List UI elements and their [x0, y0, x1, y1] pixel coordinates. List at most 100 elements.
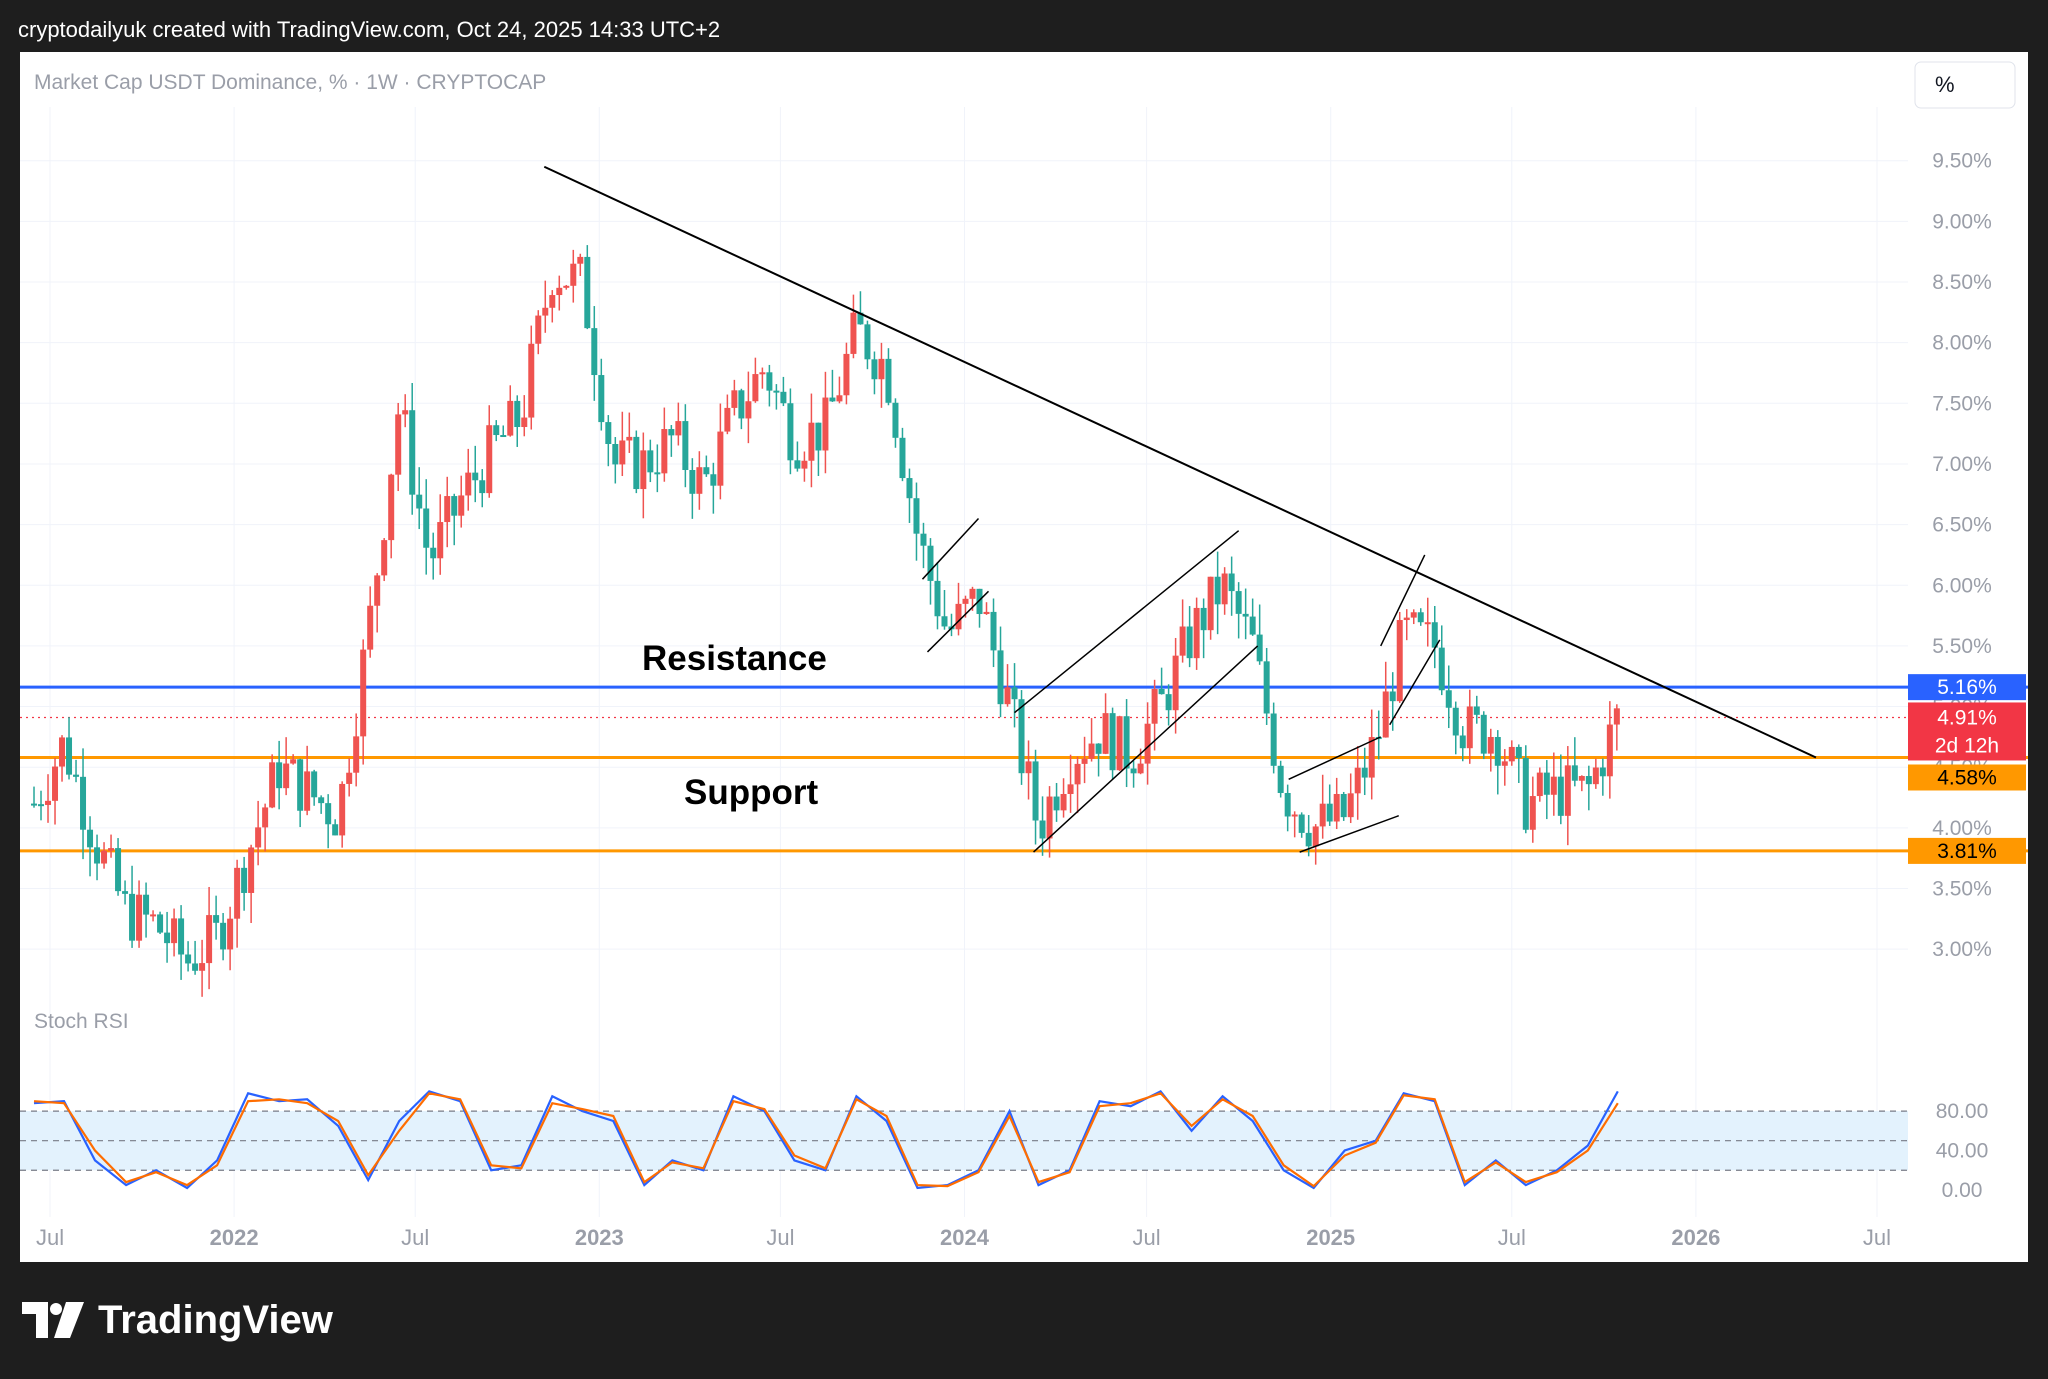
time-axis-tick: Jul [36, 1225, 64, 1250]
candle-body [626, 436, 633, 441]
candle-body [766, 372, 773, 391]
candle-body [1193, 607, 1200, 659]
candle [1494, 730, 1501, 795]
candle-body [703, 467, 710, 475]
candle [241, 856, 248, 911]
candle-body [717, 431, 724, 486]
candle [248, 844, 255, 924]
candle-body [1172, 655, 1179, 711]
candle [1361, 747, 1368, 796]
tradingview-logo-icon [22, 1302, 84, 1338]
candle-body [115, 848, 122, 892]
candle-body [675, 421, 682, 436]
candle [563, 284, 570, 290]
candle [675, 402, 682, 446]
candle-layer[interactable] [31, 245, 1620, 997]
candle-body [829, 397, 836, 402]
candle [1564, 746, 1571, 846]
candle-body [1557, 776, 1564, 816]
candle [1354, 746, 1361, 820]
candle [486, 405, 493, 498]
candle-body [1277, 765, 1284, 793]
candle [633, 430, 640, 494]
candle-body [745, 401, 752, 419]
candle-body [283, 763, 290, 789]
candle [325, 794, 332, 849]
candle [1326, 784, 1333, 826]
candle [423, 479, 430, 575]
time-axis-tick: 2024 [940, 1225, 990, 1250]
candle [1270, 702, 1277, 774]
candle [38, 790, 45, 821]
percent-scale-button[interactable] [1914, 61, 2016, 109]
candle-body [1487, 736, 1494, 754]
candle-body [619, 440, 626, 465]
support-price-badge [1908, 764, 2026, 791]
candle [1074, 756, 1081, 814]
lower-support-price-badge [1908, 837, 2026, 864]
stoch-k-line [33, 1090, 1619, 1190]
candle-body [815, 422, 822, 451]
tradingview-wordmark: TradingView [98, 1297, 333, 1342]
candle-body [332, 824, 339, 836]
resistance-price-badge [1908, 674, 2026, 701]
candle-body [920, 533, 927, 546]
candle [584, 245, 591, 330]
candle-body [570, 263, 577, 286]
percent-scale-label[interactable]: % [1935, 72, 1955, 97]
candle-body [1333, 793, 1340, 822]
candle [1382, 661, 1389, 738]
candle-body [969, 588, 976, 599]
price-axis-tick: 8.00% [1932, 332, 1992, 355]
candle-body [542, 307, 549, 316]
candle [493, 420, 500, 442]
price-axis-tick: 7.50% [1932, 392, 1992, 415]
candle [80, 748, 87, 860]
candle [1508, 740, 1515, 766]
candle [549, 290, 556, 323]
chart-svg[interactable]: 3.00%3.50%4.00%4.50%5.00%5.50%6.00%6.50%… [20, 52, 2028, 1262]
candle [528, 325, 535, 430]
tradingview-logo[interactable]: TradingView [22, 1297, 333, 1342]
candle [591, 306, 598, 401]
candle-body [689, 470, 696, 494]
candle [73, 759, 80, 783]
drawing-layer[interactable] [543, 165, 1817, 853]
candle [1256, 604, 1263, 665]
candle [1606, 701, 1613, 799]
candle [1193, 597, 1200, 670]
candle [598, 358, 605, 431]
candle-body [87, 829, 94, 848]
candle-body [1326, 803, 1333, 822]
candle [199, 939, 206, 997]
candle-body [409, 410, 416, 495]
price-axis-tick: 7.00% [1932, 453, 1992, 476]
chart-frame[interactable]: 3.00%3.50%4.00%4.50%5.00%5.50%6.00%6.50%… [20, 52, 2028, 1262]
time-axis-tick: Jul [401, 1225, 429, 1250]
candle [1396, 612, 1403, 703]
chart-header: cryptodailyuk created with TradingView.c… [0, 0, 2048, 52]
candle-body [584, 256, 591, 329]
candle [129, 865, 136, 948]
candle [787, 388, 794, 475]
candle-body [549, 295, 556, 308]
candle [1095, 743, 1102, 777]
candle-body [1298, 814, 1305, 833]
candle-body [1039, 820, 1046, 839]
candle [255, 800, 262, 866]
candle-body [1438, 647, 1445, 691]
candle [955, 582, 962, 636]
candle [990, 598, 997, 668]
support-annotation: Support [684, 773, 818, 812]
candle [416, 467, 423, 530]
candle-body [367, 605, 374, 650]
candle-body [1102, 713, 1109, 754]
candle [1242, 588, 1249, 640]
candle-body [1074, 763, 1081, 785]
candle-body [1011, 687, 1018, 700]
candle [843, 342, 850, 405]
candle-body [262, 807, 269, 828]
resistance-price-label: 5.16% [1937, 676, 1997, 699]
candle [430, 532, 437, 580]
candle [1445, 665, 1452, 729]
